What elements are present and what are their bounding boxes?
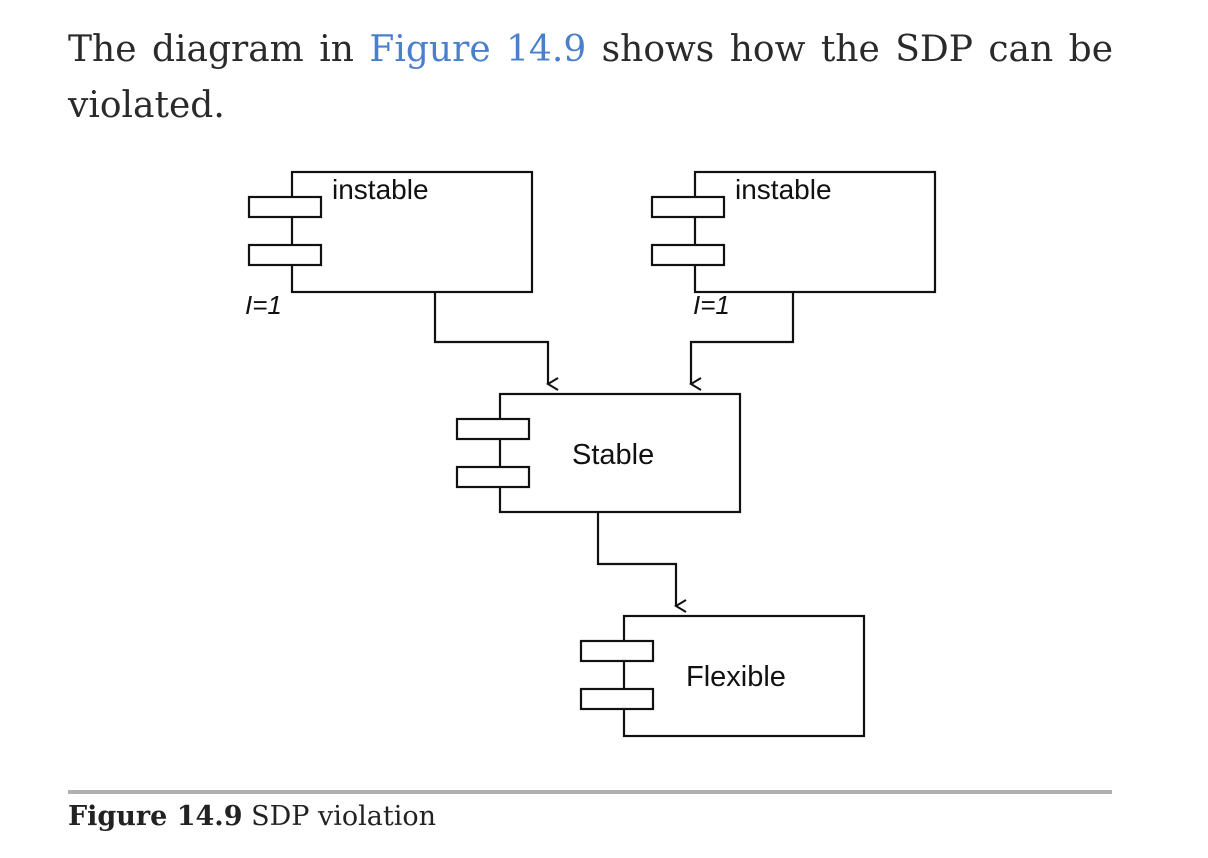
edge-stable-to-flexible	[596, 512, 687, 613]
instability-metric: I=1	[245, 290, 282, 320]
component-port-icon	[455, 417, 531, 441]
component-port-icon	[650, 243, 726, 267]
figure: instable I=1 instable I=1 Stable Flexibl…	[0, 150, 1208, 750]
component-flexible: Flexible	[579, 614, 866, 738]
component-instable-left: instable I=1	[245, 170, 534, 320]
caption-number: Figure 14.9	[68, 801, 243, 832]
caption-divider	[68, 790, 1112, 794]
caption-text: SDP violation	[242, 801, 436, 832]
edge-instable-left-to-stable	[433, 292, 559, 391]
dependency-edges	[433, 292, 795, 613]
component-port-icon	[579, 687, 655, 711]
component-instable-right: instable I=1	[650, 170, 937, 320]
edge-instable-right-to-stable	[689, 292, 795, 391]
component-port-icon	[579, 639, 655, 663]
component-label: Stable	[572, 439, 654, 471]
intro-paragraph: The diagram in Figure 14.9 shows how the…	[68, 22, 1113, 134]
component-port-icon	[247, 195, 323, 219]
intro-text-after: shows how the SDP can be violated.	[68, 29, 1113, 126]
figure-link[interactable]: Figure 14.9	[369, 29, 587, 70]
sdp-diagram: instable I=1 instable I=1 Stable Flexibl…	[245, 170, 937, 738]
component-port-icon	[247, 243, 323, 267]
component-port-icon	[455, 465, 531, 489]
component-stable: Stable	[455, 392, 742, 514]
component-label: Flexible	[686, 661, 786, 693]
intro-text-before: The diagram in	[68, 29, 370, 70]
component-label: instable	[332, 174, 429, 205]
instability-metric: I=1	[693, 290, 730, 320]
figure-caption: Figure 14.9 SDP violation	[68, 800, 436, 834]
component-port-icon	[650, 195, 726, 219]
component-label: instable	[735, 174, 832, 205]
